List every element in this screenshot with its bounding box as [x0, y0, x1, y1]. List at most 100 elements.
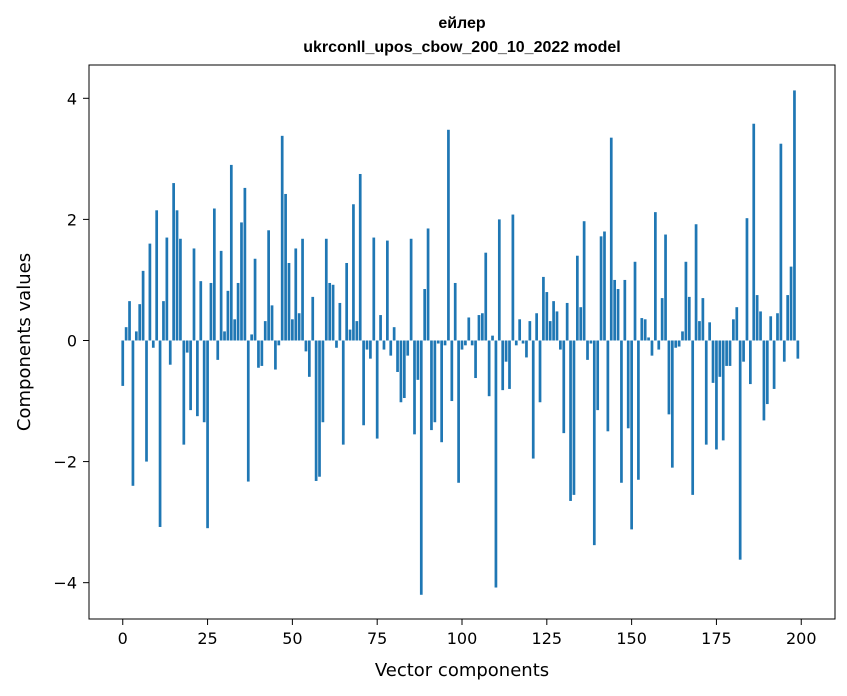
bar [138, 304, 142, 341]
bar [779, 143, 783, 341]
bar [545, 292, 549, 341]
bar [284, 193, 287, 341]
x-tick-label: 100 [447, 629, 478, 648]
bar [732, 319, 735, 341]
bar [372, 237, 376, 341]
bar [616, 289, 620, 341]
bar [728, 340, 732, 366]
bar [494, 340, 498, 588]
bar [481, 313, 484, 341]
bar [447, 129, 450, 341]
bar [392, 327, 396, 341]
bar [586, 340, 589, 360]
bar [148, 243, 152, 341]
bar [762, 340, 766, 421]
bar [565, 302, 569, 341]
bar [525, 340, 528, 358]
x-tick-label: 175 [701, 629, 732, 648]
bar [402, 340, 406, 399]
bar [270, 305, 274, 341]
bar [796, 340, 800, 359]
bar [433, 340, 437, 423]
bar [212, 208, 216, 341]
bar [263, 321, 267, 341]
bar [691, 340, 695, 495]
bar [765, 340, 769, 405]
bar [291, 319, 294, 341]
bar [287, 262, 291, 341]
bar [603, 231, 606, 341]
bar [681, 331, 684, 341]
bar [701, 298, 705, 341]
bar [725, 340, 728, 366]
bar [769, 316, 773, 341]
bar [338, 302, 342, 341]
bar [345, 262, 349, 341]
bar [749, 340, 752, 385]
bar [175, 210, 179, 341]
bar [742, 340, 745, 362]
bar [793, 90, 796, 341]
bar [341, 340, 345, 445]
bar [674, 340, 678, 348]
bar [501, 340, 505, 391]
bar [331, 284, 335, 341]
bar [430, 340, 433, 431]
y-axis-label: Components values [14, 253, 35, 431]
bar [579, 307, 583, 341]
bar [599, 236, 603, 341]
bar [321, 340, 325, 423]
bar [708, 322, 711, 341]
bar [535, 313, 538, 341]
bar [609, 137, 613, 341]
bar [477, 315, 481, 341]
bar [294, 248, 298, 341]
bar [718, 340, 722, 377]
bar [185, 340, 189, 353]
bar [721, 340, 725, 441]
bar [738, 340, 742, 560]
bar [379, 315, 382, 341]
bar [687, 296, 691, 341]
bar [236, 282, 240, 341]
bar [542, 276, 545, 341]
bar [335, 340, 338, 348]
bar [219, 250, 223, 341]
bar [657, 340, 661, 350]
bar [253, 258, 257, 341]
bar [436, 340, 440, 344]
bar [324, 238, 328, 341]
bar [128, 301, 131, 341]
bar [623, 279, 627, 341]
x-tick-label: 0 [118, 629, 128, 648]
bar [124, 327, 128, 341]
bar [257, 340, 260, 368]
bar [352, 204, 355, 341]
bar [413, 340, 416, 435]
bar [548, 321, 552, 341]
bar [664, 234, 667, 341]
bar [416, 340, 420, 380]
bar [141, 270, 145, 341]
bar [206, 340, 209, 529]
bar [704, 340, 708, 445]
bar [277, 340, 281, 346]
bar [250, 334, 254, 341]
bar [531, 340, 535, 459]
bar [192, 248, 196, 341]
bar [443, 340, 447, 346]
x-tick-label: 200 [786, 629, 817, 648]
bar [314, 340, 318, 481]
bar [508, 340, 511, 389]
bar [684, 261, 688, 341]
bar [759, 311, 762, 341]
bar [362, 340, 365, 426]
bar [419, 340, 423, 595]
bar [375, 340, 379, 439]
bar [735, 307, 739, 341]
bar [670, 340, 674, 468]
bar [694, 224, 698, 341]
chart-title-line1: ейлер [438, 15, 486, 32]
bar [145, 340, 148, 462]
